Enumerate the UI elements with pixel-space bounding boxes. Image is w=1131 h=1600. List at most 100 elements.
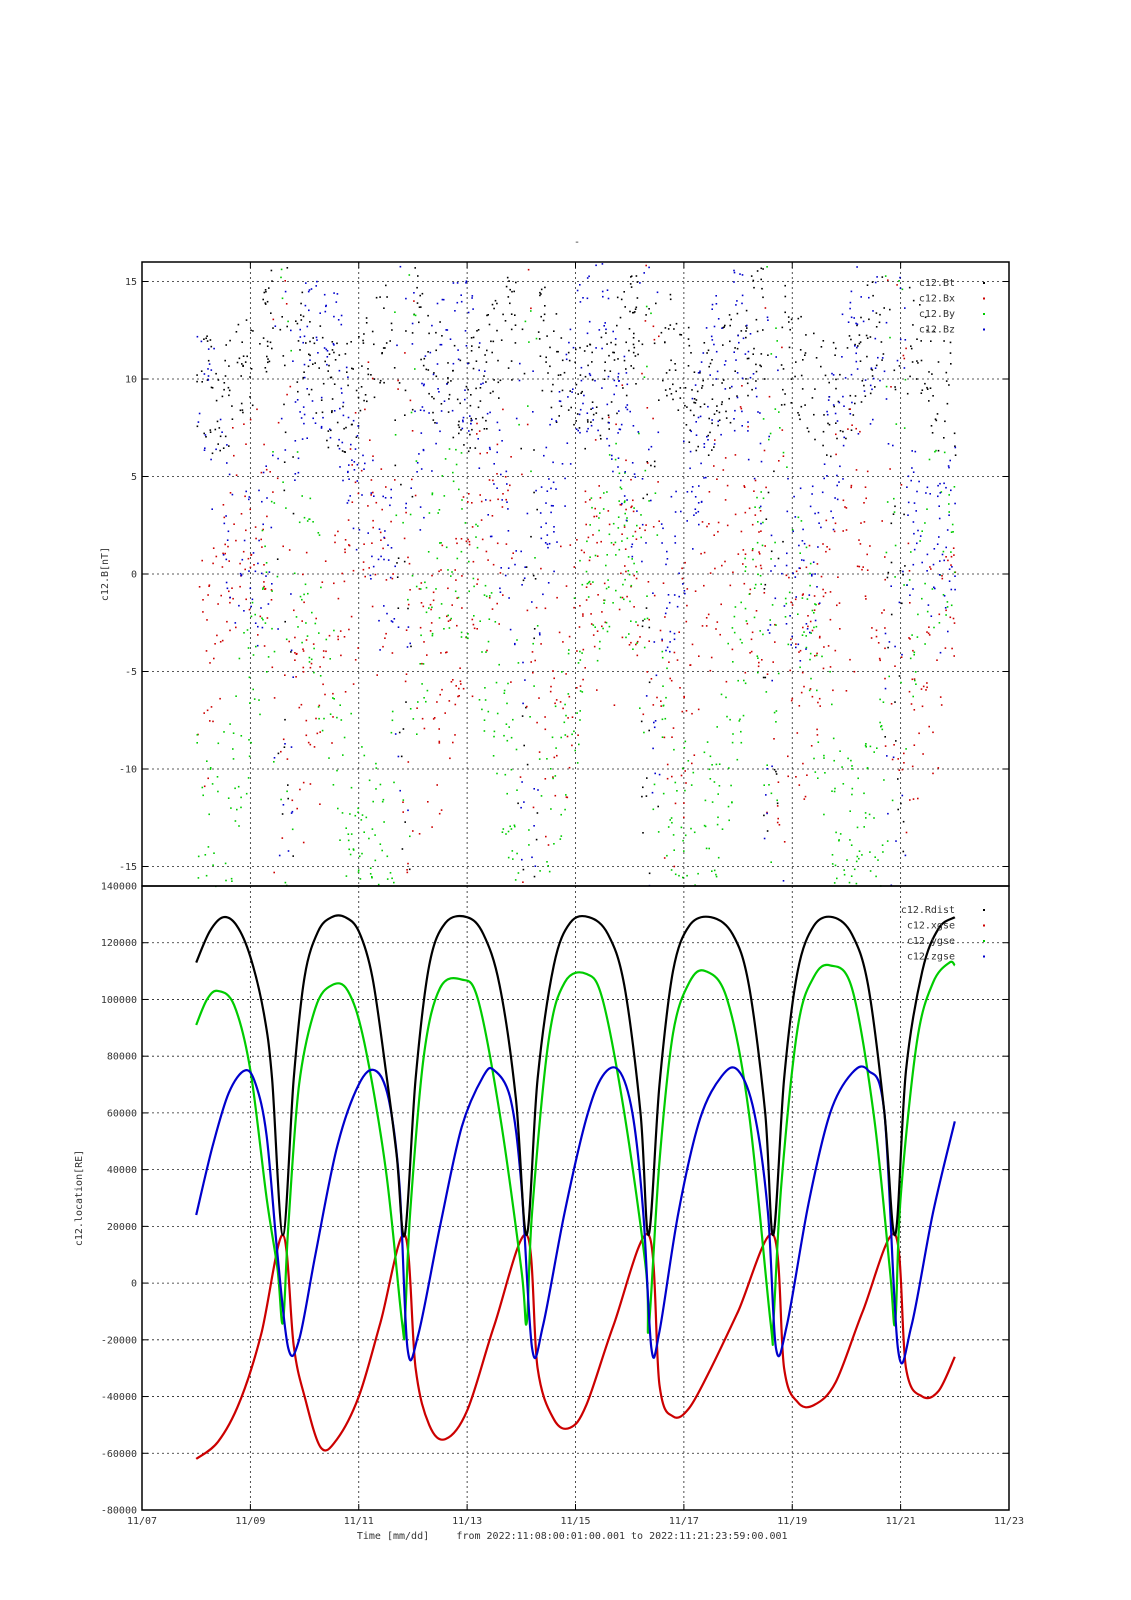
scatter-point: [415, 460, 418, 462]
scatter-point: [572, 388, 574, 390]
scatter-point: [881, 844, 884, 846]
scatter-point: [636, 510, 638, 512]
scatter-point: [838, 401, 841, 404]
scatter-point: [379, 381, 381, 384]
scatter-point: [271, 347, 273, 350]
scatter-point: [261, 529, 264, 532]
scatter-point: [790, 644, 792, 646]
scatter-point: [625, 519, 628, 522]
scatter-point: [680, 826, 683, 829]
scatter-point: [320, 425, 323, 428]
scatter-point: [357, 492, 360, 495]
scatter-point: [737, 679, 739, 682]
scatter-point: [290, 349, 292, 352]
scatter-point: [704, 799, 707, 802]
scatter-point: [387, 559, 390, 561]
scatter-point: [438, 617, 441, 619]
scatter-point: [802, 359, 804, 361]
scatter-point: [908, 286, 911, 289]
scatter-point: [574, 749, 576, 752]
scatter-point: [736, 396, 739, 399]
scatter-point: [455, 579, 457, 581]
scatter-point: [746, 327, 748, 329]
scatter-point: [854, 345, 856, 347]
scatter-point: [888, 641, 891, 643]
scatter-point: [217, 603, 219, 605]
scatter-point: [410, 645, 412, 648]
scatter-point: [308, 518, 310, 520]
scatter-point: [572, 346, 575, 349]
scatter-point: [471, 295, 474, 297]
scatter-point: [843, 405, 845, 407]
scatter-point: [229, 629, 231, 632]
scatter-point: [799, 567, 801, 570]
scatter-point: [266, 345, 269, 347]
scatter-point: [760, 522, 762, 525]
scatter-point: [683, 850, 685, 852]
scatter-point: [937, 484, 939, 487]
scatter-point: [607, 586, 610, 588]
scatter-point: [315, 412, 318, 414]
scatter-point: [734, 370, 736, 372]
scatter-point: [533, 788, 535, 790]
scatter-point: [486, 452, 488, 454]
scatter-point: [913, 548, 916, 551]
scatter-point: [683, 816, 685, 819]
scatter-point: [941, 553, 944, 556]
scatter-point: [350, 341, 352, 343]
scatter-point: [272, 491, 274, 493]
top-y-tick-label: -10: [119, 765, 137, 776]
scatter-point: [294, 401, 297, 403]
scatter-point: [481, 416, 484, 419]
scatter-point: [486, 349, 488, 352]
scatter-point: [849, 413, 852, 415]
scatter-point: [666, 550, 668, 553]
scatter-point: [623, 291, 625, 293]
scatter-point: [590, 424, 593, 427]
scatter-point: [728, 767, 730, 769]
scatter-point: [884, 632, 887, 635]
scatter-point: [410, 411, 413, 414]
scatter-point: [534, 865, 537, 867]
scatter-point: [731, 741, 734, 744]
scatter-point: [664, 327, 667, 329]
scatter-point: [832, 374, 835, 376]
scatter-point: [832, 689, 834, 692]
scatter-point: [471, 345, 473, 347]
scatter-point: [496, 542, 499, 545]
scatter-point: [793, 495, 795, 498]
scatter-point: [552, 383, 554, 386]
scatter-point: [697, 872, 699, 875]
scatter-point: [318, 632, 320, 634]
scatter-point: [645, 542, 647, 544]
scatter-point: [496, 329, 498, 332]
scatter-point: [816, 734, 819, 736]
scatter-point: [586, 345, 589, 347]
x-tick-label: 11/17: [669, 1516, 699, 1527]
scatter-point: [811, 629, 814, 632]
scatter-point: [763, 814, 765, 817]
scatter-point: [347, 499, 350, 502]
scatter-point: [229, 339, 231, 342]
scatter-point: [778, 460, 780, 462]
scatter-point: [379, 783, 382, 786]
scatter-point: [533, 875, 536, 878]
scatter-point: [455, 463, 458, 466]
scatter-point: [296, 807, 298, 810]
scatter-point: [596, 555, 599, 557]
scatter-point: [215, 448, 217, 451]
scatter-point: [913, 532, 915, 535]
scatter-point: [206, 340, 209, 342]
scatter-point: [698, 485, 700, 487]
scatter-point: [465, 282, 467, 284]
scatter-point: [369, 574, 372, 577]
scatter-point: [697, 416, 700, 419]
scatter-point: [810, 632, 812, 634]
scatter-point: [875, 875, 877, 878]
scatter-point: [705, 476, 707, 479]
scatter-point: [363, 333, 365, 335]
scatter-point: [366, 400, 368, 403]
scatter-point: [259, 713, 261, 716]
scatter-point: [800, 374, 803, 377]
scatter-point: [284, 431, 287, 434]
